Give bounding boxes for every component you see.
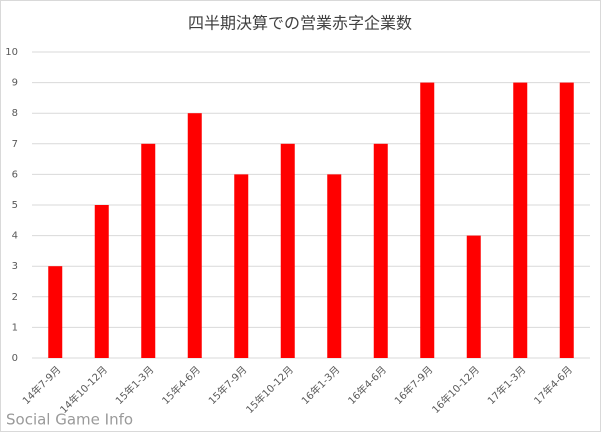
bar bbox=[234, 174, 249, 358]
bar bbox=[280, 143, 295, 358]
y-tick-label: 0 bbox=[12, 353, 18, 364]
watermark: Social Game Info bbox=[6, 411, 133, 429]
y-tick-label: 3 bbox=[12, 261, 18, 272]
y-tick-label: 8 bbox=[12, 108, 18, 119]
bar bbox=[420, 82, 435, 358]
y-tick-label: 9 bbox=[12, 78, 18, 89]
bar bbox=[559, 82, 574, 358]
y-tick-label: 6 bbox=[12, 169, 18, 180]
y-tick-label: 4 bbox=[12, 231, 18, 242]
bar bbox=[513, 82, 528, 358]
y-tick-label: 5 bbox=[12, 200, 18, 211]
bar bbox=[48, 266, 63, 358]
y-tick-label: 7 bbox=[12, 139, 18, 150]
bar bbox=[373, 143, 388, 358]
chart-title: 四半期決算での営業赤字企業数 bbox=[188, 14, 412, 33]
bar bbox=[327, 174, 342, 358]
y-tick-label: 1 bbox=[12, 322, 18, 333]
bar bbox=[141, 143, 156, 358]
bar bbox=[94, 205, 109, 358]
y-tick-label: 2 bbox=[12, 292, 18, 303]
bar bbox=[466, 235, 481, 358]
bar bbox=[187, 113, 202, 358]
y-tick-label: 10 bbox=[5, 47, 18, 58]
